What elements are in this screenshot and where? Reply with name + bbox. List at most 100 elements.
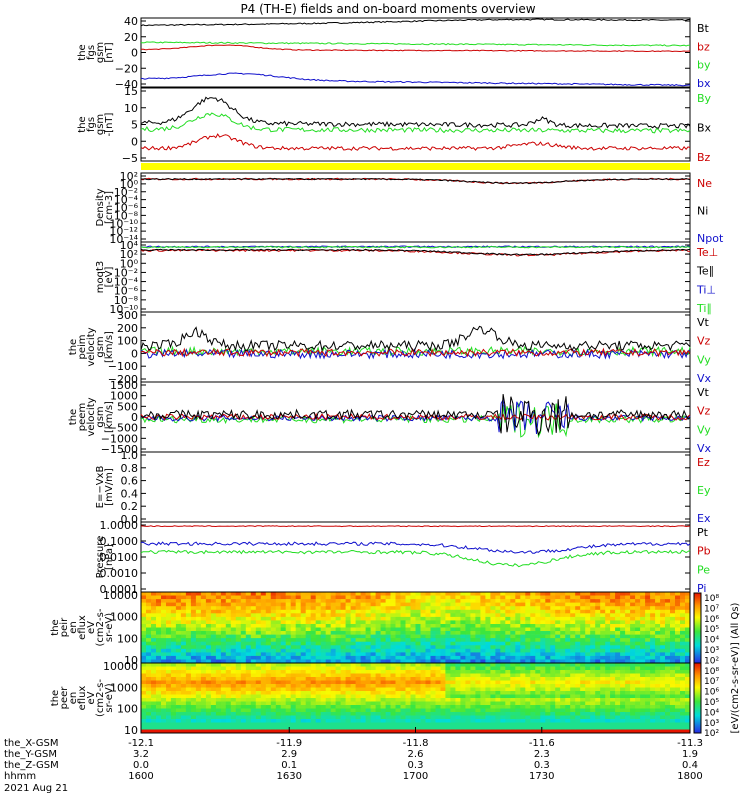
heatmap-cell [580,729,586,734]
heatmap-cell [320,620,327,625]
series-Vx [140,398,691,435]
heatmap-cell [315,663,322,667]
heatmap-cell [655,616,661,621]
heatmap-cell [141,684,147,688]
heatmap-cell [190,624,197,628]
heatmap-cell [440,620,446,625]
heatmap-cell [535,599,541,603]
heatmap-cell [270,701,277,706]
heatmap-cell [445,719,451,723]
heatmap-cell [570,641,576,646]
heatmap-cell [525,680,531,685]
heatmap-cell [665,641,671,646]
heatmap-cell [175,613,182,618]
heatmap-cell [455,652,461,657]
heatmap-cell [540,729,546,734]
heatmap-cell [425,645,431,650]
heatmap-cell [260,652,267,657]
heatmap-cell [190,645,197,650]
heatmap-cell [220,684,227,688]
heatmap-cell [650,715,656,720]
heatmap-cell [430,705,436,709]
heatmap-cell [480,712,486,716]
heatmap-cell [390,627,396,632]
heatmap-cell [435,726,441,730]
heatmap-cell [310,624,317,628]
heatmap-cell [230,698,237,702]
heatmap-cell [365,606,371,611]
heatmap-cell [185,729,192,734]
heatmap-cell [210,729,217,734]
heatmap-cell [240,712,247,716]
heatmap-cell [225,631,232,635]
heatmap-cell [505,673,511,678]
heatmap-cell [325,638,332,642]
heatmap-cell [570,655,576,660]
heatmap-cell [550,729,556,734]
heatmap-cell [450,648,456,653]
heatmap-cell [510,638,516,642]
heatmap-cell [500,602,506,607]
heatmap-cell [156,701,162,706]
heatmap-cell [395,726,401,730]
heatmap-cell [370,726,376,730]
heatmap-cell [635,663,641,667]
heatmap-cell [225,694,232,699]
heatmap-cell [315,670,322,674]
series-Pi [140,541,691,554]
heatmap-cell [350,726,356,730]
heatmap-cell [205,666,212,671]
heatmap-cell [365,659,371,664]
heatmap-cell [420,698,426,702]
heatmap-cell [205,616,212,621]
heatmap-cell [350,638,356,642]
heatmap-cell [520,666,526,671]
heatmap-cell [315,722,322,727]
heatmap-cell [565,624,571,628]
heatmap-cell [385,663,391,667]
heatmap-cell [440,729,446,734]
heatmap-cell [410,691,416,695]
heatmap-cell [660,698,666,702]
heatmap-cell [615,673,621,678]
heatmap-cell [166,599,172,603]
heatmap-cell [300,666,307,671]
heatmap-cell [500,691,506,695]
heatmap-cell [200,694,207,699]
heatmap-cell [615,687,621,692]
plot-title: P4 (TH-E) fields and on-board moments ov… [240,2,535,16]
series-Bz [140,133,691,151]
y-axis-label: eV [86,691,97,704]
heatmap-cell [345,627,351,632]
heatmap-cell [470,652,476,657]
heatmap-cell [640,655,646,660]
heatmap-cell [355,631,361,635]
heatmap-cell [685,602,691,607]
y-axis-label: [mV/m] [104,468,115,506]
heatmap-cell [195,673,202,678]
heatmap-cell [450,719,456,723]
heatmap-cell [390,719,396,723]
heatmap-cell [175,691,182,695]
heatmap-cell [280,599,287,603]
heatmap-cell [335,719,341,723]
heatmap-cell [335,680,341,685]
heatmap-cell [650,609,656,614]
heatmap-cell [370,712,376,716]
heatmap-cell [545,677,551,681]
heatmap-cell [555,602,561,607]
heatmap-cell [525,673,531,678]
heatmap-cell [610,687,616,692]
heatmap-cell [385,659,391,664]
heatmap-cell [265,624,272,628]
heatmap-cell [430,684,436,688]
heatmap-cell [270,602,277,607]
heatmap-cell [675,595,681,600]
heatmap-cell [166,680,172,685]
heatmap-cell [575,627,581,632]
heatmap-cell [141,705,147,709]
heatmap-cell [470,663,476,667]
heatmap-cell [210,602,217,607]
heatmap-cell [166,659,172,664]
y-tick-label: 10⁻⁶ [114,285,139,298]
